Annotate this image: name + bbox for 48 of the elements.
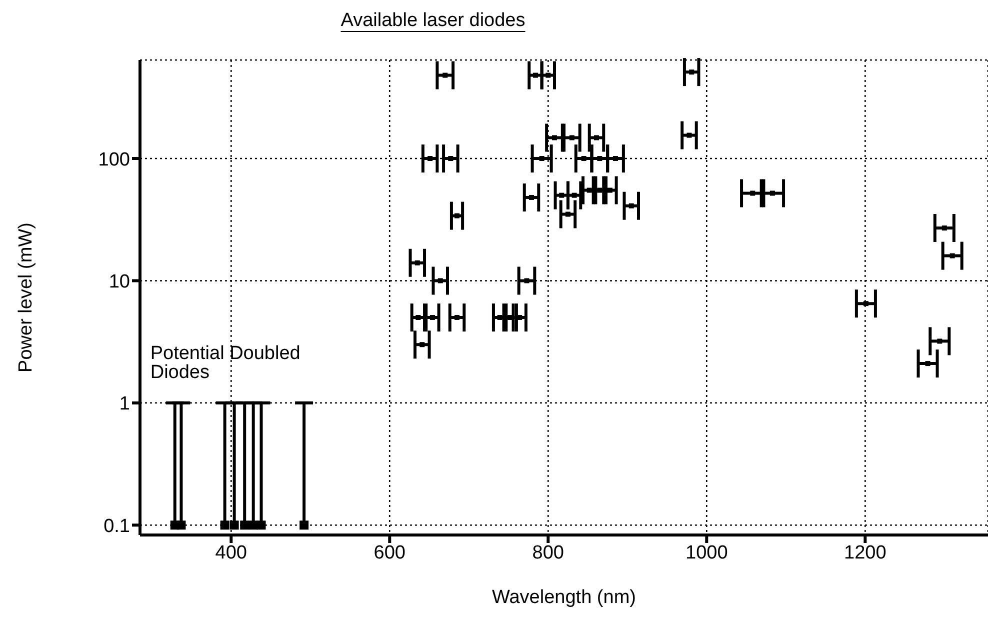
point <box>220 520 230 530</box>
point <box>552 135 557 140</box>
point <box>420 342 425 348</box>
point <box>438 278 443 284</box>
point <box>750 190 756 196</box>
x-tick-label: 400 <box>215 542 247 564</box>
point <box>863 301 868 306</box>
x-tick-label: 1000 <box>686 542 728 564</box>
point <box>770 190 775 196</box>
point <box>230 520 239 530</box>
point <box>937 338 942 344</box>
point <box>559 192 564 198</box>
point <box>176 520 186 530</box>
point <box>414 260 420 266</box>
point <box>565 212 570 217</box>
point <box>628 203 634 208</box>
point <box>454 213 460 218</box>
point <box>613 156 618 162</box>
y-tick-label: 0.1 <box>104 516 130 537</box>
point <box>442 72 448 78</box>
point <box>607 188 612 193</box>
point <box>256 520 266 530</box>
point <box>569 135 574 140</box>
chart-title: Available laser diodes <box>340 10 526 32</box>
y-tick-label: 100 <box>98 149 130 170</box>
point <box>586 188 592 193</box>
point <box>532 72 538 78</box>
point <box>546 72 551 78</box>
x-tick-label: 600 <box>374 542 406 564</box>
point <box>686 132 692 138</box>
x-tick-label: 800 <box>532 542 564 564</box>
point <box>529 194 534 200</box>
y-axis-title: Power level (mW) <box>16 222 37 372</box>
y-tick-label: 10 <box>108 271 130 292</box>
point <box>300 520 309 530</box>
point <box>689 70 694 75</box>
point <box>524 278 530 284</box>
text: Potential Doubled Diodes <box>150 343 300 384</box>
point <box>448 156 454 162</box>
point <box>572 192 577 198</box>
point <box>240 520 250 530</box>
x-tick-label: 1200 <box>844 542 886 564</box>
y-tick-label: 1 <box>119 394 130 415</box>
point <box>428 156 433 162</box>
point <box>594 135 599 140</box>
point <box>597 188 602 193</box>
point <box>950 253 955 258</box>
x-axis-title: Wavelength (nm) <box>492 587 636 608</box>
